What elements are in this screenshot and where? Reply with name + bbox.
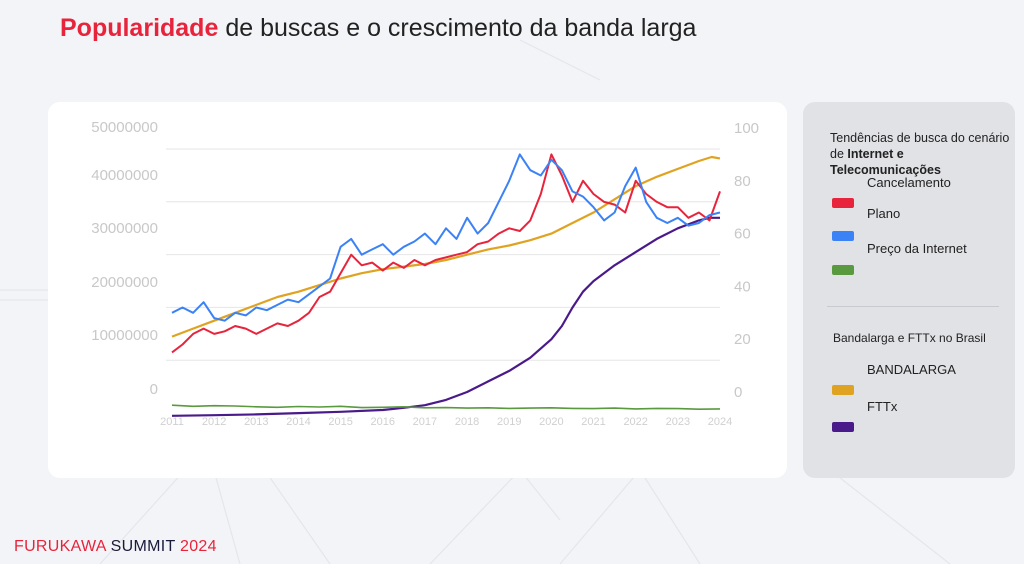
page-title: Popularidade de buscas e o crescimento d… — [60, 14, 696, 43]
x-tick-label: 2014 — [286, 416, 310, 428]
y-left-tick-label: 40000000 — [91, 167, 158, 184]
legend-swatch-plano — [832, 231, 854, 241]
series-line-plano — [171, 153, 721, 322]
legend-label-preco-da-internet: Preço da Internet — [867, 241, 967, 256]
footer-year: 2024 — [180, 538, 217, 555]
x-tick-label: 2021 — [581, 416, 605, 428]
title-highlight: Popularidade — [60, 14, 219, 42]
legend-panel: Tendências de busca do cenário de Intern… — [803, 102, 1015, 478]
x-tick-label: 2019 — [497, 416, 521, 428]
x-tick-label: 2024 — [708, 416, 732, 428]
series-line-fttx — [171, 216, 720, 417]
legend-swatch-preco-da-internet — [832, 265, 854, 275]
footer-brand-name: FURUKAWA — [14, 538, 111, 555]
legend-label-fttx: FTTx — [867, 399, 898, 414]
y-right-tick-label: 60 — [734, 226, 751, 243]
x-tick-label: 2022 — [623, 416, 647, 428]
legend-label-bandalarga: BANDALARGA — [867, 362, 956, 377]
legend-swatch-cancelamento — [832, 198, 854, 208]
y-left-tick-label: 30000000 — [91, 220, 158, 237]
chart-card: 50000000 40000000 30000000 20000000 10000000… — [48, 102, 787, 478]
x-tick-label: 2017 — [413, 416, 437, 428]
legend-swatch-bandalarga — [832, 385, 854, 395]
legend-heading-prefix: Tendências de busca do cenário de — [830, 131, 1010, 161]
x-tick-label: 2018 — [455, 416, 479, 428]
title-rest: de buscas e o crescimento da banda larga — [218, 14, 697, 42]
legend-swatch-fttx — [832, 422, 854, 432]
x-tick-label: 2016 — [371, 416, 395, 428]
y-right-tick-label: 80 — [734, 173, 751, 190]
x-tick-label: 2012 — [202, 416, 226, 428]
series-line-pre-o-da-internet — [171, 404, 721, 411]
line-chart: 50000000 40000000 30000000 20000000 10000000… — [91, 119, 759, 428]
series-line-bandalarga — [171, 155, 721, 338]
footer-event-name: SUMMIT — [110, 538, 180, 555]
x-tick-label: 2015 — [328, 416, 352, 428]
y-right-tick-label: 100 — [734, 120, 759, 137]
y-right-tick-label: 20 — [734, 331, 751, 348]
legend-label-cancelamento: Cancelamento — [867, 175, 951, 190]
y-left-tick-label: 0 — [150, 381, 158, 398]
y-left-tick-label: 10000000 — [91, 327, 158, 344]
y-right-tick-label: 0 — [734, 384, 742, 401]
legend-heading-bold: Internet e Telecomunicações — [830, 147, 941, 177]
x-tick-label: 2020 — [539, 416, 563, 428]
legend-heading: Tendências de busca do cenário de Intern… — [830, 130, 1010, 178]
x-tick-label: 2011 — [160, 416, 184, 428]
y-left-tick-label: 20000000 — [91, 274, 158, 291]
x-tick-label: 2023 — [666, 416, 690, 428]
y-right-tick-label: 40 — [734, 278, 751, 295]
x-tick-label: 2013 — [244, 416, 268, 428]
legend-label-plano: Plano — [867, 206, 901, 221]
legend-broadband-heading: Bandalarga e FTTx no Brasil — [833, 331, 986, 345]
footer-brand: FURUKAWA SUMMIT 2024 — [14, 538, 217, 556]
y-left-tick-label: 50000000 — [91, 119, 158, 136]
legend-divider — [827, 306, 999, 307]
series-line-cancelamento — [171, 153, 721, 354]
